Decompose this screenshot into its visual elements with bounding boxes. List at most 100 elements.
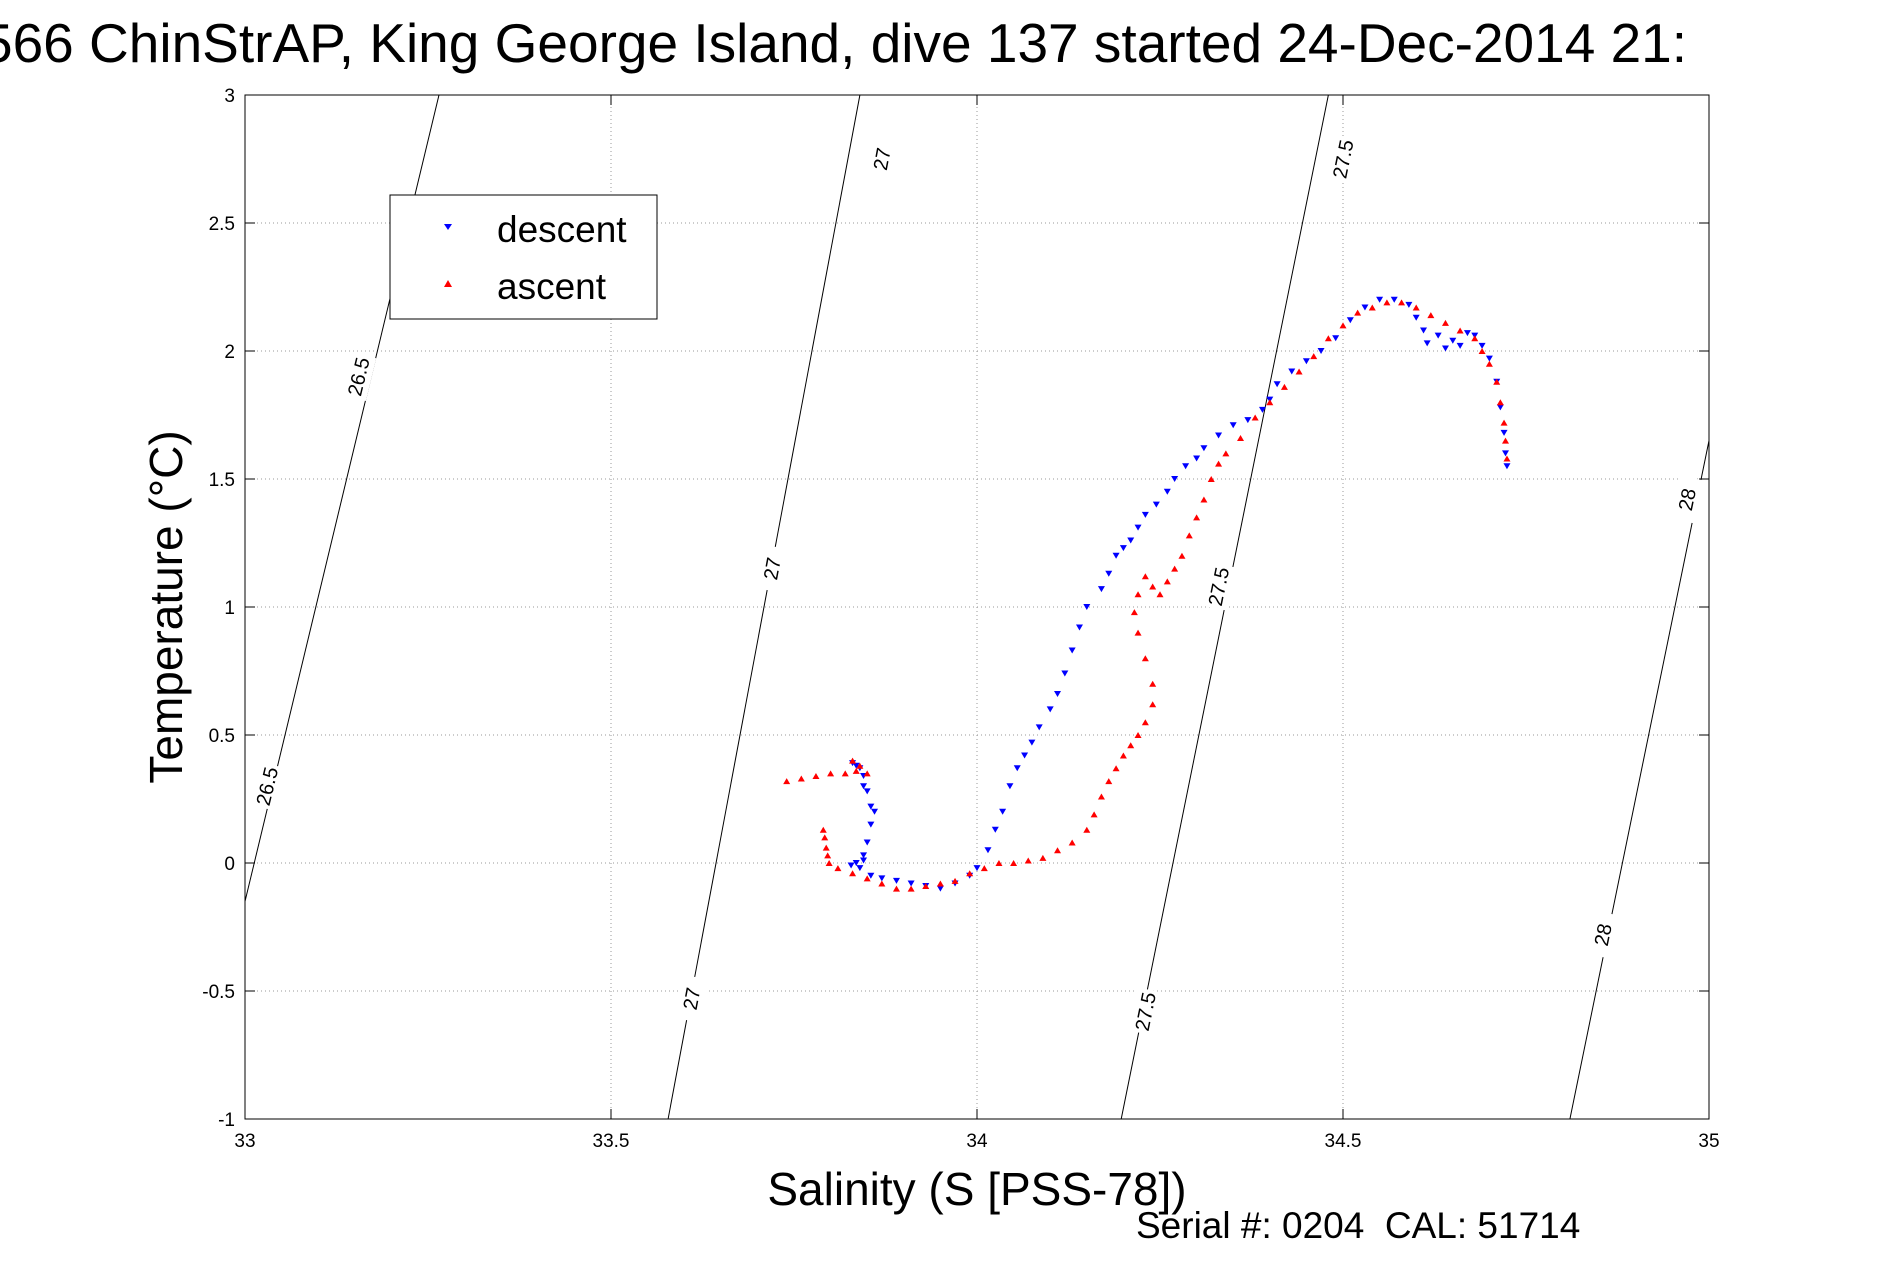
ascent-point — [1339, 322, 1347, 329]
contour-label: 27 — [865, 134, 899, 184]
ascent-point — [1503, 455, 1511, 462]
descent-point — [1500, 429, 1508, 436]
descent-point — [1503, 463, 1511, 470]
ascent-point — [1134, 629, 1142, 636]
ascent-point — [863, 770, 871, 777]
density-contour-line — [667, 94, 861, 1120]
x-tick-label: 34.5 — [1325, 1131, 1362, 1152]
ascent-point — [1130, 609, 1138, 616]
ascent-point — [797, 775, 805, 782]
ascent-point — [1141, 573, 1149, 580]
ascent-point — [1266, 399, 1274, 406]
descent-point — [1332, 335, 1340, 342]
descent-point — [1035, 724, 1043, 731]
legend: descent ascent — [389, 194, 658, 320]
ascent-point — [1412, 304, 1420, 311]
serial-cal-footer: Serial #: 0204 CAL: 51714 — [1136, 1205, 1580, 1246]
descent-point — [863, 788, 871, 795]
descent-point — [860, 852, 868, 859]
ascent-point — [1200, 496, 1208, 503]
descent-point — [1171, 476, 1179, 482]
ascent-point — [824, 852, 832, 859]
ascent-point — [819, 826, 827, 833]
grid-lines — [245, 95, 1709, 1119]
descent-point — [1068, 647, 1076, 654]
descent-point — [1163, 488, 1171, 495]
descent-point — [1441, 345, 1449, 352]
descent-point — [1258, 406, 1266, 413]
descent-point — [907, 880, 915, 887]
contour-label: 26.5 — [249, 761, 285, 811]
descent-point — [878, 875, 886, 882]
ascent-point — [1456, 327, 1464, 334]
ascent-point — [1127, 742, 1135, 749]
contour-label-mask — [1585, 910, 1621, 959]
descent-point — [1273, 381, 1281, 388]
descent-point — [1083, 604, 1091, 610]
ascent-point — [1383, 299, 1391, 306]
descent-point — [1105, 570, 1113, 577]
descent-point — [991, 826, 999, 833]
ascent-point — [892, 885, 900, 892]
ascent-point — [812, 772, 820, 779]
x-tick-label: 34 — [966, 1131, 988, 1152]
contour-label-mask — [249, 761, 285, 811]
contour-label-text: 28 — [1591, 922, 1617, 948]
contour-label-mask — [1128, 987, 1163, 1036]
ascent-point — [980, 865, 988, 872]
contour-label: 27 — [755, 544, 789, 593]
contour-label-mask — [1669, 475, 1705, 524]
ascent-point — [936, 880, 944, 887]
descent-point — [1302, 358, 1310, 365]
y-tick-label: 1 — [224, 598, 235, 619]
ascent-point — [1295, 368, 1303, 375]
contour-label-text: 28 — [1675, 487, 1701, 513]
descent-point — [984, 847, 992, 854]
x-tick-label: 33.5 — [593, 1131, 630, 1152]
descent-point — [1075, 624, 1083, 631]
contour-label-text: 27 — [680, 986, 706, 1012]
descent-point — [1134, 524, 1142, 531]
ascent-point — [1119, 752, 1127, 759]
ascent-point — [1141, 719, 1149, 726]
ascent-point — [1178, 552, 1186, 559]
descent-point — [999, 808, 1007, 815]
ascent-point — [841, 770, 849, 777]
ascent-point — [1441, 319, 1449, 326]
ascent-point — [1010, 860, 1018, 866]
contour-label: 27.5 — [1325, 134, 1361, 184]
ascent-point — [1141, 655, 1149, 662]
descent-point — [1200, 445, 1208, 452]
ascent-point — [1471, 335, 1479, 342]
descent-point — [1013, 765, 1021, 772]
contour-label: 27.5 — [1128, 987, 1163, 1036]
ascent-point — [1134, 591, 1142, 598]
descent-point — [1288, 368, 1296, 375]
descent-point — [1478, 342, 1486, 349]
descent-point — [852, 860, 860, 866]
descent-point — [863, 839, 871, 846]
ascent-point — [834, 865, 842, 872]
descent-point — [1434, 332, 1442, 339]
contour-label-text: 27 — [870, 146, 896, 172]
ascent-point — [863, 875, 871, 882]
ascent-point — [922, 883, 930, 890]
contour-label: 28 — [1585, 910, 1621, 959]
x-axis-ticks: 33 33.5 34 34.5 35 — [234, 95, 1720, 1152]
contour-label: 27 — [674, 974, 709, 1023]
descent-point — [847, 862, 855, 869]
descent-point — [1449, 337, 1457, 344]
descent-point — [1456, 342, 1464, 349]
ascent-point — [1039, 854, 1047, 861]
ascent-point — [1368, 304, 1376, 311]
ascent-point — [1112, 765, 1120, 772]
descent-point — [1193, 455, 1201, 462]
descent-point — [1502, 450, 1510, 457]
ascent-point — [1500, 419, 1508, 426]
descent-point — [1244, 417, 1252, 424]
contour-label-mask — [865, 134, 899, 184]
contour-label-mask — [674, 974, 709, 1023]
descent-point — [1112, 552, 1120, 559]
ascent-point — [827, 770, 835, 777]
